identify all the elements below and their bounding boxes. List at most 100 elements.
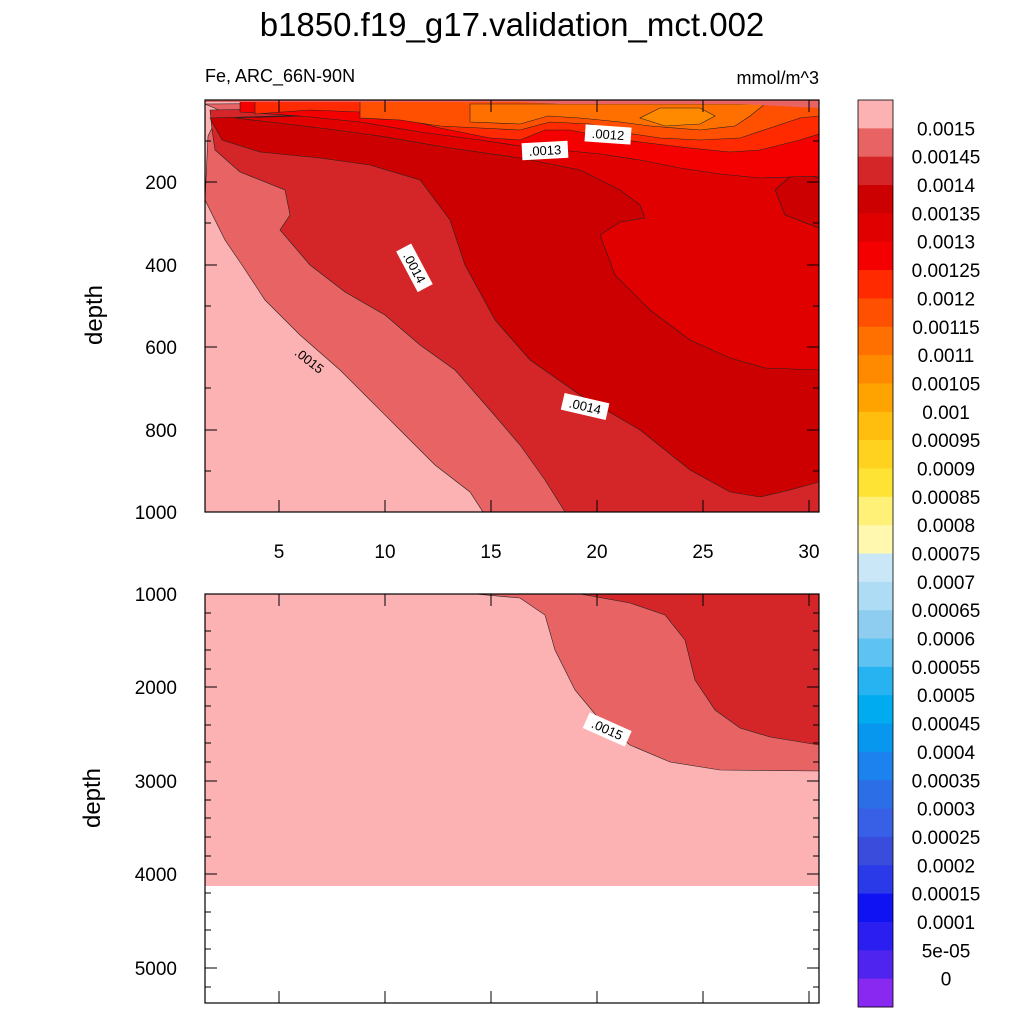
colorbar-label: 0.0012 [917,289,975,310]
colorbar-swatch [858,723,893,753]
colorbar-label: 0.0005 [917,686,975,707]
lower-ytick-2000: 2000 [135,678,177,699]
top-fill-00105 [639,107,716,127]
colorbar-label: 0.00055 [912,658,981,679]
colorbar-swatch [858,383,893,413]
colorbar-swatch [858,128,893,158]
lower-x-axis [278,594,810,1003]
colorbar-swatch [858,440,893,469]
colorbar-label: 5e-05 [922,941,971,962]
colorbar-swatch [858,581,893,611]
contour-label-0014-b: .0014 [568,396,603,418]
colorbar-label: 0.0003 [917,800,975,821]
xtick-25: 25 [692,542,713,563]
colorbar-swatch [858,865,893,895]
colorbar-swatch [858,553,893,583]
upper-y-ticklabels: 200 400 600 800 1000 [135,173,177,524]
upper-panel: Fe, ARC_66N-90N mmol/m^3 .0012 [81,66,820,563]
colorbar-label: 0.0006 [917,630,975,651]
colorbar-swatch [858,751,893,781]
colorbar-swatch [858,496,893,526]
colorbar-label: 0.00105 [912,374,981,395]
colorbar-label: 0.0011 [918,346,975,367]
colorbar-swatch [858,780,893,809]
lower-ytick-3000: 3000 [135,772,177,793]
colorbar-label: 0.00135 [912,204,981,225]
upper-ytick-400: 400 [145,256,177,277]
colorbar-swatch [858,326,893,356]
colorbar-swatch [858,355,893,384]
colorbar-label: 0.0008 [917,516,975,537]
colorbar-swatch [858,270,893,299]
colorbar: 0.0015 0.00145 0.0014 0.00135 0.0013 0.00125 0… [857,99,981,1008]
colorbar-label: 0.0014 [917,176,976,197]
colorbar-swatch [858,156,893,186]
colorbar-swatch [858,241,893,271]
colorbar-swatch [858,950,893,980]
colorbar-swatch [858,638,893,668]
xtick-30: 30 [798,542,819,563]
colorbar-swatch [858,411,893,441]
lower-ytick-4000: 4000 [135,865,177,886]
upper-ytick-200: 200 [145,173,177,194]
contour-label-0012: .0012 [591,126,625,143]
xtick-20: 20 [586,542,607,563]
colorbar-label: 0.00015 [912,885,981,906]
lower-ytick-1000: 1000 [135,585,177,606]
colorbar-label: 0.00035 [912,771,981,792]
colorbar-swatch [858,298,893,328]
lower-y-label: depth [79,768,106,828]
figure-title: b1850.f19_g17.validation_mct.002 [260,6,765,43]
colorbar-label: 0.00125 [912,261,981,282]
colorbar-swatch [858,808,893,838]
upper-contour-labels: .0012 .0013 .0014 .0014 .0015 [285,124,632,420]
lower-plot-frame [204,593,820,1004]
colorbar-label: 0.00045 [912,715,981,736]
colorbar-swatch [858,978,893,1008]
colorbar-label: 0.00095 [912,431,981,452]
colorbar-label: 0.0013 [917,233,975,254]
colorbar-swatch [858,836,893,866]
colorbar-swatch [858,695,893,724]
xtick-10: 10 [374,542,395,563]
xtick-15: 15 [480,542,501,563]
xtick-5: 5 [274,542,285,563]
colorbar-swatch [858,610,893,639]
colorbar-label: 0.001 [922,403,970,424]
colorbar-label: 0.0007 [917,573,975,594]
colorbar-label: 0.00025 [912,828,981,849]
bottom-fill-0014 [579,594,819,746]
colorbar-swatch [858,893,893,923]
colorbar-swatch [858,921,893,951]
lower-y-axis [205,593,819,988]
upper-y-label: depth [81,285,108,345]
upper-ytick-600: 600 [145,338,177,359]
upper-ytick-1000: 1000 [135,503,177,524]
colorbar-label: 0.0015 [917,119,975,140]
top-fill-0013 [234,100,819,371]
upper-y-axis [205,140,819,513]
lower-ytick-5000: 5000 [135,959,177,980]
colorbar-label: 0 [941,970,952,991]
lower-panel: .0015 1000 [79,585,820,1004]
colorbar-swatch [858,213,893,243]
colorbar-label: 0.00065 [912,601,981,622]
upper-x-ticklabels: 5 10 15 20 25 30 [274,542,820,563]
colorbar-swatch [858,525,893,554]
colorbar-label: 0.0009 [917,459,975,480]
contour-label-0013: .0013 [528,142,561,159]
upper-left-label: Fe, ARC_66N-90N [205,66,355,87]
top-fill-surface [205,100,819,108]
colorbar-label: 0.00145 [912,148,981,169]
colorbar-label: 0.00075 [912,545,981,566]
colorbar-swatch [858,185,893,214]
upper-x-axis [278,100,810,512]
upper-ytick-800: 800 [145,421,177,442]
colorbar-swatch [858,100,893,129]
lower-y-ticklabels: 1000 2000 3000 4000 5000 [135,585,177,980]
colorbar-label: 0.0004 [917,743,976,764]
colorbar-label: 0.00115 [912,318,979,339]
upper-right-label: mmol/m^3 [737,68,819,88]
colorbar-swatch [858,468,893,498]
